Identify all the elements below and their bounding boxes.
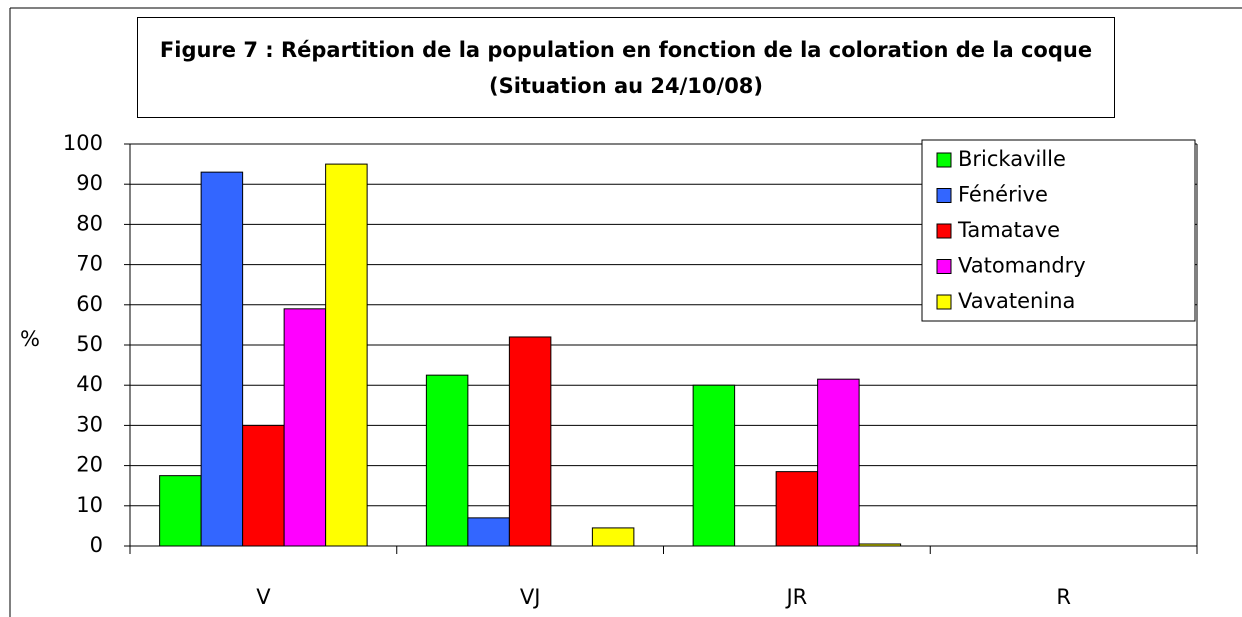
legend-label: Vavatenina [958,289,1075,313]
legend [921,139,1196,322]
y-tick-label: 0 [90,533,103,557]
y-tick-label: 100 [63,131,103,155]
x-tick-label: VJ [520,585,541,609]
bar [200,171,244,547]
y-tick-label: 60 [76,292,103,316]
bar [467,517,510,547]
bar [425,374,469,547]
y-tick-label: 20 [76,453,103,477]
legend-label: Brickaville [958,147,1066,171]
bar [692,384,736,547]
y-axis-label: % [20,327,40,351]
y-tick-label: 50 [76,332,103,356]
bar [858,543,902,547]
bar [775,471,819,547]
x-tick-label: JR [784,585,807,609]
bar [817,378,860,547]
legend-swatch [936,152,952,168]
bar [283,308,327,547]
y-tick-label: 30 [76,412,103,436]
legend-label: Fénérive [958,183,1048,207]
y-tick-label: 10 [76,493,103,517]
x-tick-label: R [1056,585,1071,609]
bar [508,336,552,547]
y-tick-label: 70 [76,252,103,276]
legend-swatch [936,259,952,274]
bar [591,527,635,547]
y-tick-label: 40 [76,372,103,396]
legend-swatch [936,188,952,203]
y-tick-label: 80 [76,211,103,235]
legend-swatch [936,223,952,239]
legend-label: Tamatave [957,218,1060,242]
y-tick-label: 90 [76,171,103,195]
chart-title: Figure 7 : Répartition de la population … [137,17,1115,118]
bar [325,163,368,547]
x-tick-label: V [256,585,271,609]
bar [159,475,202,547]
legend-label: Vatomandry [958,254,1086,278]
legend-swatch [936,294,952,310]
bar [242,424,285,547]
